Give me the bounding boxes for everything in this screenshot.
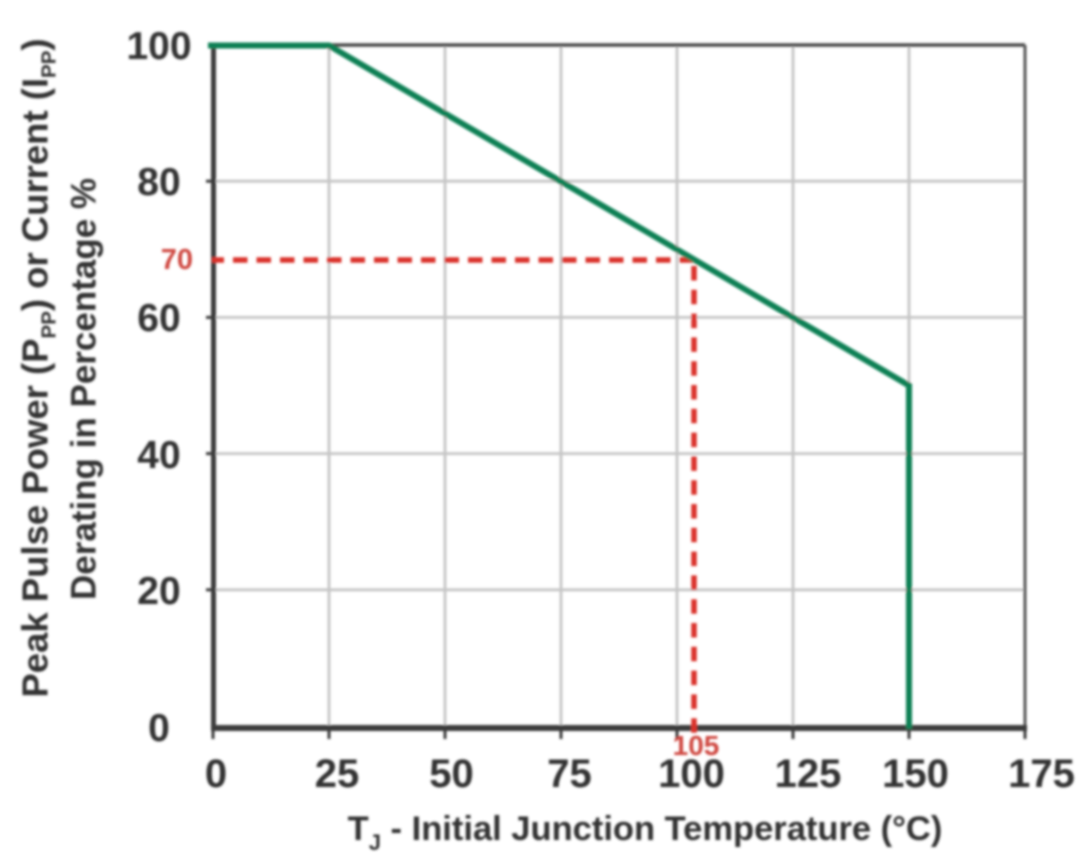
svg-text:150: 150 [882, 752, 949, 796]
svg-text:Peak Pulse Power (PPP) or Curr: Peak Pulse Power (PPP) or Current (IPP) [15, 38, 61, 697]
svg-text:Derating in Percentage %: Derating in Percentage % [65, 178, 104, 600]
svg-text:175: 175 [1008, 752, 1075, 796]
svg-text:80: 80 [137, 161, 180, 204]
svg-text:TJ - Initial Junction Temperat: TJ - Initial Junction Temperature (°C) [348, 810, 943, 855]
svg-text:75: 75 [547, 752, 592, 796]
svg-text:125: 125 [775, 752, 842, 796]
svg-text:60: 60 [137, 297, 180, 340]
svg-text:25: 25 [315, 752, 360, 796]
svg-text:100: 100 [658, 752, 725, 796]
svg-text:70: 70 [161, 244, 193, 276]
svg-text:20: 20 [137, 570, 180, 613]
svg-text:0: 0 [148, 707, 170, 750]
svg-text:105: 105 [673, 730, 720, 761]
svg-text:40: 40 [137, 434, 180, 477]
svg-text:50: 50 [429, 752, 474, 796]
svg-text:0: 0 [205, 752, 227, 796]
svg-text:100: 100 [126, 25, 191, 68]
